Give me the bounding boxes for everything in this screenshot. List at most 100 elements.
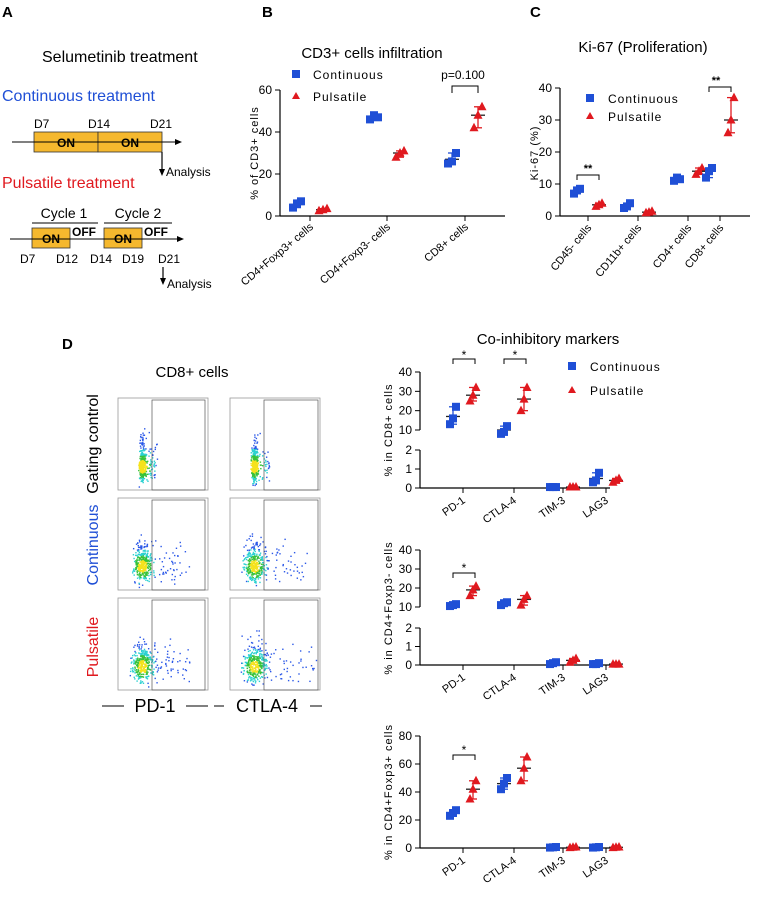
- flow-event-dot: [169, 644, 171, 647]
- flow-event-dot: [138, 652, 140, 654]
- flow-event-dot: [139, 435, 142, 438]
- flow-event-dot: [174, 562, 176, 564]
- flow-event-dot: [242, 560, 244, 562]
- panel-c-legend-continuous-marker: [586, 94, 594, 102]
- flow-event-dot: [141, 545, 143, 547]
- flow-event-dot: [140, 546, 142, 549]
- flow-event-dot: [254, 550, 256, 553]
- flow-event-dot: [142, 466, 144, 468]
- d1-point: [516, 405, 526, 415]
- d1-point: [449, 414, 457, 423]
- flow-event-dot: [149, 651, 151, 653]
- flow-event-dot: [253, 646, 256, 648]
- flow-event-dot: [142, 557, 144, 560]
- flow-event-dot: [252, 466, 254, 469]
- flow-event-dot: [144, 573, 147, 575]
- flow-event-dot: [137, 563, 139, 565]
- flow-event-dot: [244, 563, 246, 565]
- flow-event-dot: [165, 552, 168, 554]
- flow-event-dot: [310, 665, 313, 667]
- flow-event-dot: [260, 563, 263, 565]
- flow-event-dot: [138, 576, 140, 578]
- flow-event-dot: [152, 671, 154, 673]
- flow-event-dot: [146, 545, 149, 547]
- flow-event-dot: [255, 649, 257, 651]
- cont-day-d7: D7: [34, 117, 50, 131]
- flow-event-dot: [253, 458, 255, 460]
- flow-event-dot: [251, 471, 254, 473]
- flow-event-dot: [184, 668, 187, 671]
- flow-event-dot: [145, 467, 147, 469]
- flow-event-dot: [138, 569, 140, 571]
- flow-event-dot: [133, 569, 135, 571]
- flow-event-dot: [252, 680, 255, 683]
- flow-event-dot: [151, 659, 154, 662]
- flow-event-dot: [133, 570, 136, 572]
- flow-event-dot: [256, 473, 258, 476]
- flow-event-dot: [254, 661, 257, 663]
- flow-event-dot: [143, 470, 145, 472]
- flow-event-dot: [290, 574, 292, 577]
- flow-event-dot: [299, 650, 302, 652]
- flow-event-dot: [140, 548, 142, 550]
- flow-event-dot: [250, 664, 252, 667]
- flow-event-dot: [258, 660, 260, 663]
- flow-event-dot: [264, 452, 266, 455]
- flow-event-dot: [251, 679, 253, 681]
- d2-ytick-label: 30: [399, 562, 413, 576]
- panel-c-point: [676, 175, 684, 184]
- flow-event-dot: [261, 643, 263, 645]
- flow-event-dot: [256, 567, 259, 569]
- flow-event-dot: [144, 568, 147, 570]
- d3-point: [468, 784, 478, 793]
- flow-event-dot: [142, 432, 144, 434]
- flow-event-dot: [137, 544, 139, 547]
- flow-event-dot: [264, 668, 266, 671]
- flow-event-dot: [143, 571, 145, 573]
- flow-event-dot: [143, 450, 145, 452]
- flow-event-dot: [185, 669, 188, 672]
- puls-on-box-2: [103, 227, 143, 249]
- flow-event-dot: [254, 570, 256, 573]
- flow-event-dot: [256, 553, 258, 556]
- flow-event-dot: [259, 464, 262, 466]
- flow-event-dot: [312, 669, 314, 671]
- flow-event-dot: [136, 564, 138, 566]
- flow-event-dot: [135, 543, 138, 545]
- flow-event-dot: [257, 472, 259, 475]
- flow-event-dot: [154, 576, 156, 578]
- flow-event-dot: [145, 579, 147, 581]
- flow-event-dot: [151, 457, 154, 459]
- d1-point: [500, 427, 508, 436]
- flow-event-dot: [142, 552, 144, 555]
- flow-event-dot: [142, 670, 145, 672]
- flow-event-dot: [130, 668, 132, 670]
- d2-sig-pd1: *: [462, 561, 467, 575]
- flow-event-dot: [137, 673, 140, 675]
- flow-event-dot: [161, 561, 164, 563]
- flow-event-dot: [258, 680, 261, 683]
- flow-event-dot: [142, 573, 144, 576]
- flow-event-dot: [181, 572, 183, 574]
- flow-event-dot: [250, 547, 253, 549]
- flow-event-dot: [249, 667, 251, 670]
- flow-event-dot: [148, 661, 150, 664]
- flow-event-dot: [243, 558, 245, 561]
- flow-event-dot: [261, 573, 263, 575]
- panel-c-point: [723, 127, 733, 137]
- flow-event-dot: [251, 535, 254, 537]
- d1-ytick-label: 2: [405, 443, 412, 457]
- flow-event-dot: [138, 567, 140, 570]
- flow-event-dot: [150, 448, 153, 450]
- flow-event-dot: [252, 478, 255, 481]
- flow-event-dot: [252, 484, 254, 486]
- flow-event-dot: [142, 666, 144, 668]
- flow-event-dot: [165, 665, 168, 667]
- flow-event-dot: [253, 545, 256, 547]
- flow-event-dot: [158, 573, 161, 576]
- flow-event-dot: [257, 678, 259, 681]
- flow-event-dot: [255, 671, 257, 673]
- flow-event-dot: [179, 562, 181, 564]
- flow-event-dot: [253, 464, 255, 467]
